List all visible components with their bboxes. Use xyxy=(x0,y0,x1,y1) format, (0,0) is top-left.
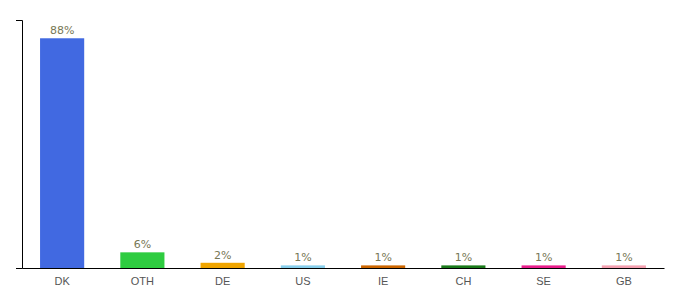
y-axis-line xyxy=(16,21,23,269)
data-label: 1% xyxy=(374,251,391,264)
bar xyxy=(522,265,566,268)
x-tick: GB xyxy=(616,275,632,287)
x-tick-label: OTH xyxy=(131,275,154,287)
plot: DK OTH DE US IE CH SE GB 88% 6% 2% 1% 1% 1% 1% 1% xyxy=(16,21,665,287)
data-label: 2% xyxy=(214,249,231,262)
x-tick-label: US xyxy=(295,275,310,287)
x-tick: CH xyxy=(455,275,471,287)
data-label: 1% xyxy=(535,251,552,264)
x-tick: DK xyxy=(54,275,70,287)
data-label: 1% xyxy=(455,251,472,264)
y-axis xyxy=(16,21,23,269)
bars xyxy=(40,38,646,268)
x-tick-label: CH xyxy=(455,275,471,287)
x-tick: US xyxy=(295,275,310,287)
data-label: 1% xyxy=(615,251,632,264)
data-label: 6% xyxy=(134,238,151,251)
x-tick: DE xyxy=(215,275,230,287)
bar xyxy=(602,265,646,268)
x-tick-label: SE xyxy=(536,275,551,287)
x-axis: DK OTH DE US IE CH SE GB xyxy=(23,269,665,287)
chart-container: DK OTH DE US IE CH SE GB 88% 6% 2% 1% 1% 1% 1% 1% xyxy=(0,0,680,300)
bar xyxy=(40,38,84,268)
x-tick-label: DE xyxy=(215,275,230,287)
bar xyxy=(361,265,405,268)
x-tick-label: GB xyxy=(616,275,632,287)
x-tick: OTH xyxy=(131,275,154,287)
data-label: 88% xyxy=(50,24,74,37)
bar xyxy=(441,265,485,268)
data-label: 1% xyxy=(294,251,311,264)
x-axis-line xyxy=(23,268,665,269)
bar xyxy=(120,252,164,268)
chart: DK OTH DE US IE CH SE GB 88% 6% 2% 1% 1% 1% 1% 1% xyxy=(0,0,680,300)
bar xyxy=(201,263,245,268)
data-labels: 88% 6% 2% 1% 1% 1% 1% 1% xyxy=(50,24,633,264)
x-tick: SE xyxy=(536,275,551,287)
bar xyxy=(281,265,325,268)
x-tick: IE xyxy=(378,275,388,287)
x-tick-label: DK xyxy=(54,275,70,287)
x-tick-label: IE xyxy=(378,275,388,287)
